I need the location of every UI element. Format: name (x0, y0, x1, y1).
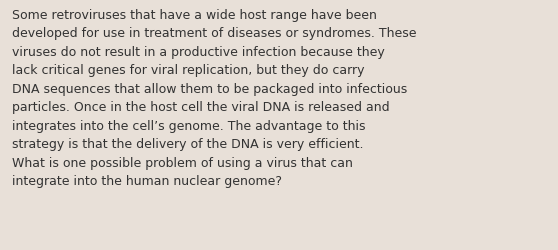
Text: Some retroviruses that have a wide host range have been
developed for use in tre: Some retroviruses that have a wide host … (12, 9, 417, 188)
